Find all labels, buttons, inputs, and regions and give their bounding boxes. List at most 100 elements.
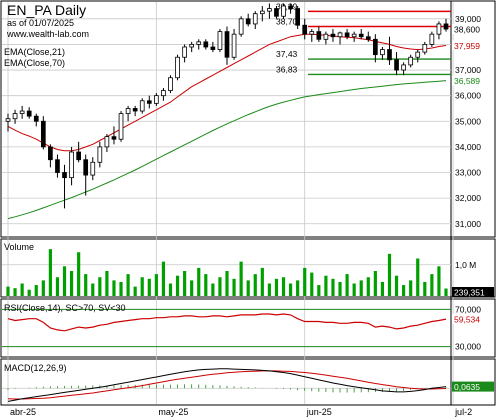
price-tick-label: 36,000 xyxy=(455,91,481,101)
candle-body xyxy=(90,161,96,176)
as-of-date: as of 01/07/2025 xyxy=(7,18,74,28)
candle-body xyxy=(76,151,81,161)
volume-bar xyxy=(437,266,441,296)
candle-body xyxy=(274,8,279,17)
volume-bar xyxy=(366,277,370,296)
x-tick-label: jul-2 xyxy=(454,407,472,417)
candle-body xyxy=(196,41,202,45)
candle-body xyxy=(443,23,449,30)
last-price-badge-bg xyxy=(452,24,494,35)
price-tick-label: 34,000 xyxy=(455,142,481,152)
ema21-value-badge-bg xyxy=(452,40,494,51)
level-label: 37,43 xyxy=(276,49,298,59)
rsi-tick-label: 30,000 xyxy=(455,342,481,352)
volume-bar xyxy=(211,283,215,296)
volume-bar xyxy=(77,252,81,296)
candle-body xyxy=(40,120,46,148)
level-label: 38,70 xyxy=(276,16,298,26)
rsi-line xyxy=(7,313,447,332)
candle-body xyxy=(55,159,60,173)
candle-body xyxy=(330,33,336,38)
volume-label: Volume xyxy=(4,242,34,252)
candle-body xyxy=(69,151,74,179)
candle-body xyxy=(125,108,131,114)
candle-body xyxy=(401,64,406,71)
macd-line xyxy=(7,368,447,402)
volume-bar xyxy=(416,258,420,296)
rsi-value-badge-bg xyxy=(452,314,494,325)
candle-body xyxy=(245,18,251,25)
price-tick-label: 37,000 xyxy=(455,65,481,75)
volume-bar xyxy=(55,277,60,296)
candle-body xyxy=(323,33,329,40)
ema70-value-badge: 36,589 xyxy=(454,76,480,86)
volume-bar xyxy=(133,286,137,296)
price-tick-label: 32,000 xyxy=(455,193,481,203)
candle-body xyxy=(295,8,300,26)
volume-bar xyxy=(140,277,144,296)
candle-body xyxy=(97,146,103,163)
volume-bar xyxy=(281,277,286,296)
candle-body xyxy=(373,38,378,56)
candle-body xyxy=(182,46,187,58)
level-label: 39,29 xyxy=(276,1,298,11)
candle-body xyxy=(337,32,343,38)
volume-bar xyxy=(197,267,201,296)
candle-body xyxy=(146,100,152,104)
volume-bar xyxy=(112,280,116,296)
volume-bar xyxy=(359,280,363,296)
x-tick-label: jun-25 xyxy=(306,407,332,417)
volume-bar xyxy=(380,281,385,296)
volume-bar xyxy=(239,261,243,296)
candle-body xyxy=(415,51,421,58)
volume-bar xyxy=(423,281,427,296)
volume-bar xyxy=(274,278,279,296)
volume-badge-bg xyxy=(452,287,494,297)
volume-bar xyxy=(310,272,314,296)
candle-body xyxy=(217,31,223,50)
candle-body xyxy=(281,5,286,17)
volume-bar xyxy=(183,271,187,296)
x-tick-label: may-25 xyxy=(158,407,188,417)
candle-body xyxy=(26,110,32,117)
volume-bar xyxy=(6,286,10,296)
legend-ema21: EMA(Close,21) xyxy=(4,47,65,57)
candle-body xyxy=(154,95,159,104)
candle-body xyxy=(231,33,237,58)
volume-bar xyxy=(225,271,229,296)
volume-bar xyxy=(288,283,293,296)
volume-bar xyxy=(34,285,38,296)
volume-bar xyxy=(48,249,52,296)
ema70-line xyxy=(7,80,447,220)
candle-body xyxy=(5,118,11,122)
volume-bar xyxy=(154,274,158,296)
volume-bar xyxy=(232,278,236,296)
volume-bar xyxy=(175,275,180,296)
price-tick-label: 31,000 xyxy=(455,219,481,229)
candle-body xyxy=(210,46,216,50)
last-price-badge: 38,600 xyxy=(454,25,480,35)
x-tick-label: abr-25 xyxy=(10,407,36,417)
candle-body xyxy=(118,113,124,140)
volume-bar xyxy=(168,283,173,296)
candle-body xyxy=(429,33,435,45)
macd-panel xyxy=(0,358,496,406)
volume-bar xyxy=(41,280,45,296)
price-tick-label: 39,000 xyxy=(455,14,481,24)
candle-body xyxy=(267,8,272,12)
volume-bar xyxy=(303,267,307,296)
volume-bar xyxy=(20,283,24,296)
volume-bar xyxy=(161,261,166,296)
candle-body xyxy=(104,136,110,148)
volume-bar xyxy=(267,283,271,296)
candle-body xyxy=(344,32,350,38)
volume-bar xyxy=(331,278,335,296)
volume-bar xyxy=(345,274,349,296)
candle-body xyxy=(408,56,414,66)
macd-signal-line xyxy=(7,370,447,400)
volume-bar xyxy=(246,280,250,296)
volume-bar xyxy=(91,283,95,296)
candle-body xyxy=(33,115,39,122)
candle-body xyxy=(111,136,117,140)
